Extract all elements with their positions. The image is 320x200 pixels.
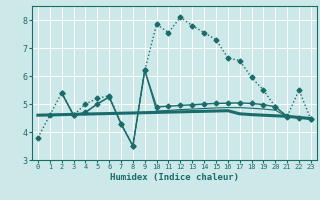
X-axis label: Humidex (Indice chaleur): Humidex (Indice chaleur) (110, 173, 239, 182)
